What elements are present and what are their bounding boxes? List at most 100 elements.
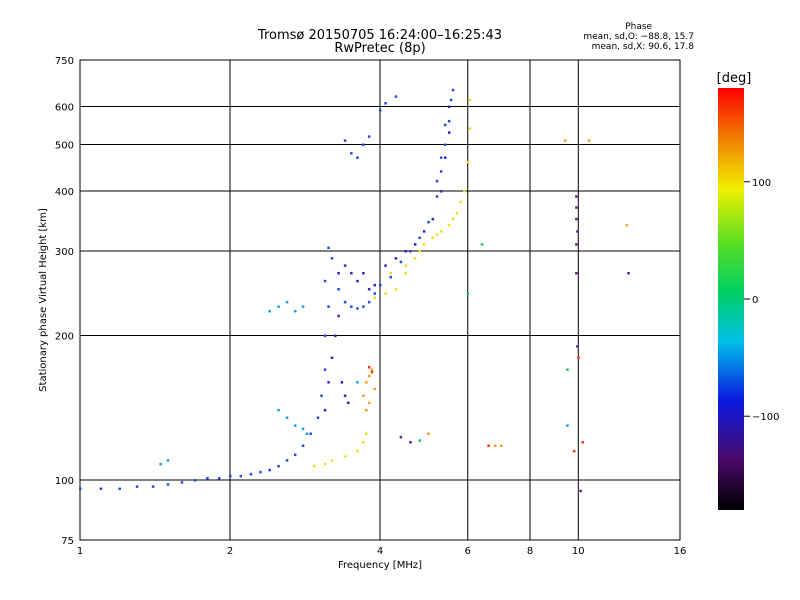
trace-point (118, 487, 121, 491)
trace-point (285, 459, 289, 462)
trace-point (327, 305, 330, 308)
trace-point (346, 401, 350, 405)
trace-point (439, 190, 443, 193)
trace-point (343, 394, 347, 398)
trace-point (320, 394, 323, 398)
trace-point (572, 449, 576, 453)
trace-point (356, 156, 359, 159)
trace-point (301, 444, 305, 448)
trace-point (367, 300, 371, 304)
trace-point (394, 95, 398, 98)
trace-point (404, 271, 407, 275)
trace-points (79, 88, 630, 493)
trace-point (627, 271, 630, 275)
trace-point (323, 462, 327, 466)
colorbar (718, 88, 744, 510)
y-tick-label: 75 (61, 536, 74, 547)
y-tick-label: 500 (55, 141, 74, 152)
trace-point (367, 135, 371, 138)
trace-point (337, 288, 340, 291)
trace-point (427, 432, 430, 436)
trace-point (373, 296, 377, 300)
trace-point (394, 257, 398, 260)
colorbar-tick-label: 0 (752, 295, 758, 306)
trace-point (447, 119, 451, 123)
trace-point (575, 217, 578, 221)
trace-point (413, 243, 417, 246)
trace-point (443, 143, 447, 147)
trace-point (301, 305, 305, 308)
trace-point (575, 243, 578, 246)
trace-point (431, 236, 435, 240)
trace-point (356, 449, 359, 453)
trace-point (625, 223, 629, 227)
trace-point (350, 152, 353, 155)
x-axis-label: Frequency [MHz] (338, 560, 422, 571)
trace-point (330, 257, 334, 260)
trace-point (277, 408, 280, 412)
trace-point (459, 200, 462, 204)
trace-point (330, 356, 334, 359)
trace-point (422, 243, 426, 246)
x-tick-label: 2 (227, 546, 233, 557)
x-tick-label: 4 (377, 546, 383, 557)
trace-point (285, 416, 289, 419)
trace-point (447, 223, 451, 227)
trace-point (373, 387, 377, 391)
trace-point (343, 300, 347, 304)
trace-point (418, 236, 421, 240)
trace-point (566, 424, 569, 427)
trace-point (455, 212, 459, 215)
trace-point (379, 109, 382, 112)
trace-point (439, 156, 443, 159)
trace-point (466, 160, 470, 164)
trace-point (350, 271, 353, 275)
trace-point (394, 288, 398, 291)
trace-point (259, 470, 262, 474)
trace-point (356, 307, 359, 310)
phase-x-stats: mean, sd,X: 90.6, 17.8 (591, 42, 694, 52)
trace-point (389, 271, 393, 275)
trace-point (180, 481, 184, 484)
trace-point (343, 139, 347, 142)
trace-point (285, 300, 289, 304)
trace-point (362, 441, 365, 444)
colorbar-ticks: 100 0 −100 (744, 178, 779, 423)
trace-point (340, 381, 344, 384)
trace-point (239, 474, 243, 478)
x-tick-label: 10 (572, 546, 585, 557)
trace-point (367, 401, 371, 405)
trace-point (166, 483, 170, 486)
trace-point (577, 356, 580, 359)
colorbar-label: [deg] (717, 71, 752, 86)
trace-point (365, 432, 368, 436)
trace-point (373, 292, 377, 295)
trace-point (337, 314, 340, 318)
trace-point (418, 439, 421, 442)
trace-point (293, 453, 297, 457)
trace-point (367, 374, 371, 378)
trace-point (389, 275, 393, 279)
y-axis: 75 100 200 300 400 500 600 750 (55, 56, 74, 547)
trace-point (575, 206, 578, 209)
y-tick-label: 750 (55, 56, 74, 67)
trace-point (309, 432, 312, 436)
trace-point (427, 220, 430, 224)
trace-point (575, 195, 578, 198)
trace-point (576, 230, 579, 233)
trace-point (166, 459, 170, 462)
y-tick-label: 400 (55, 187, 74, 198)
trace-point (323, 279, 327, 283)
trace-point (323, 408, 327, 412)
trace-point (362, 305, 365, 308)
trace-point (249, 472, 253, 476)
x-tick-label: 8 (527, 546, 533, 557)
trace-point (323, 334, 327, 338)
trace-point (350, 305, 353, 308)
trace-point (316, 416, 320, 419)
trace-point (362, 143, 365, 147)
trace-point (463, 190, 466, 193)
trace-point (579, 489, 582, 493)
trace-point (447, 131, 451, 134)
trace-point (435, 179, 439, 183)
